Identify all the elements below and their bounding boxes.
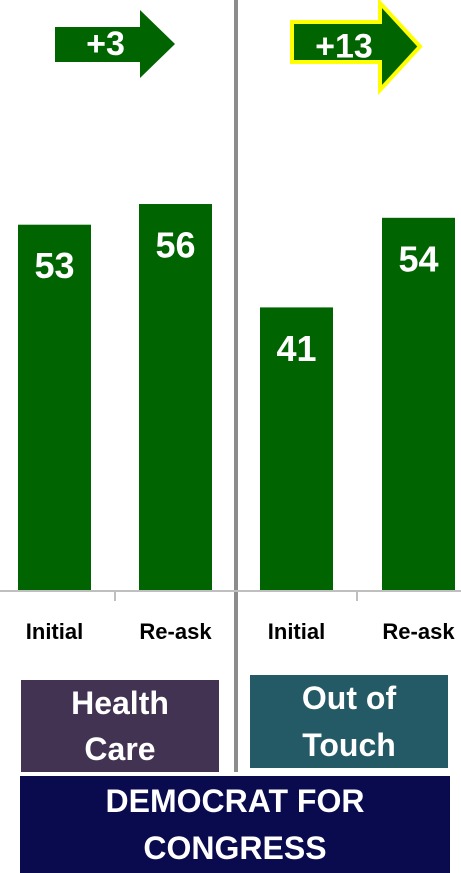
bar	[18, 224, 91, 590]
x-tick-label: Initial	[268, 619, 325, 644]
bar	[139, 204, 212, 591]
value-label: 56	[155, 225, 195, 266]
group-box: Out of Touch	[250, 675, 448, 768]
change-label: +3	[86, 25, 125, 63]
group-label: Health Care	[71, 684, 169, 767]
value-label: 41	[276, 328, 316, 369]
footer-box: DEMOCRAT FOR CONGRESS	[20, 776, 450, 873]
x-tick-label: Initial	[26, 619, 83, 644]
group-box: Health Care	[21, 680, 219, 772]
value-label: 53	[34, 245, 74, 286]
x-tick-label: Re-ask	[382, 619, 455, 644]
x-tick-label: Re-ask	[139, 619, 212, 644]
value-label: 54	[398, 238, 438, 279]
bar	[382, 217, 455, 590]
change-arrow	[55, 10, 175, 78]
group-label: Out of Touch	[301, 680, 397, 763]
bar	[260, 307, 333, 590]
footer-label: DEMOCRAT FOR CONGRESS	[105, 783, 365, 866]
change-arrow	[290, 0, 423, 96]
change-label: +13	[315, 27, 373, 65]
